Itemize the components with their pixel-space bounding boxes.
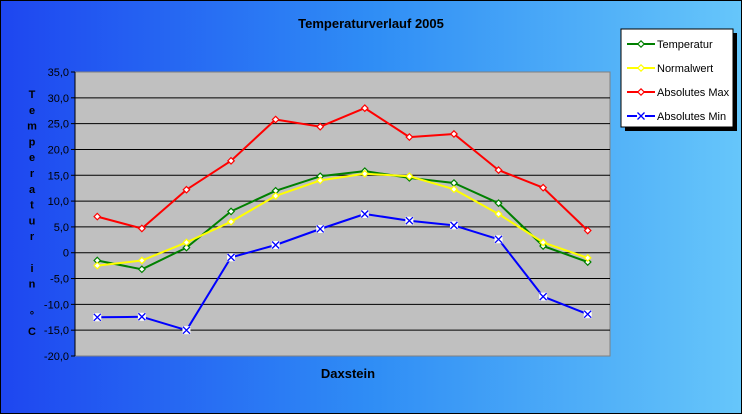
y-tick-label: -5,0 — [50, 274, 69, 286]
data-point — [583, 257, 592, 267]
legend-entry: Absolutes Min — [627, 111, 726, 123]
series-line — [97, 172, 589, 267]
data-point — [449, 221, 458, 230]
legend-label: Absolutes Min — [657, 111, 726, 123]
data-point — [405, 172, 414, 181]
legend-marker — [636, 39, 646, 49]
legend-items: Temperatur Normalwert Absolutes Max Absolut… — [627, 39, 730, 123]
series-group — [93, 104, 592, 335]
y-axis-label-char: n — [29, 279, 36, 291]
data-point — [316, 176, 325, 185]
y-axis-label-char: u — [29, 215, 36, 227]
data-point — [583, 226, 592, 235]
data-point — [583, 253, 592, 262]
y-tick-label: -10,0 — [44, 299, 69, 311]
series-line — [97, 170, 589, 271]
y-axis-label-char: e — [29, 105, 35, 117]
data-point — [93, 212, 102, 221]
y-tick-labels: 35,0 30,0 25,0 20,0 15,0 10,0 5,0 0 -5,0 -10,0 -15… — [44, 67, 76, 363]
data-point — [539, 183, 548, 192]
data-point — [226, 156, 236, 165]
data-point — [494, 235, 503, 244]
data-point — [271, 241, 280, 249]
y-tick-label: 35,0 — [48, 67, 69, 79]
data-point — [494, 199, 503, 208]
data-point — [494, 209, 503, 219]
data-point — [449, 129, 459, 139]
legend-label: Normalwert — [657, 63, 713, 75]
y-axis-label-char: m — [27, 121, 37, 133]
data-point — [405, 216, 414, 225]
series-normalwert — [93, 169, 592, 270]
y-tick-label: 15,0 — [48, 170, 69, 182]
series-line — [97, 213, 589, 332]
y-tick-label: -20,0 — [44, 351, 69, 363]
y-axis-label-char: r — [30, 168, 35, 180]
grid-lines — [75, 97, 610, 331]
data-point — [360, 104, 369, 113]
y-tick-label: -15,0 — [44, 325, 69, 337]
y-tick-label: 0 — [63, 248, 69, 260]
data-point — [93, 313, 102, 322]
data-point — [316, 225, 325, 233]
y-axis-label-char: p — [29, 136, 36, 148]
chart-title: Temperaturverlauf 2005 — [298, 16, 444, 31]
legend-marker — [636, 63, 646, 73]
data-point — [137, 312, 146, 321]
legend-entry: Normalwert — [627, 63, 713, 75]
data-point — [137, 265, 146, 274]
legend-marker — [636, 87, 646, 97]
y-axis-label-char: t — [30, 200, 34, 212]
y-axis-label-char: C — [28, 326, 36, 338]
legend: Temperatur Normalwert Absolutes Max Absolut… — [620, 28, 737, 131]
plot-area — [74, 71, 611, 357]
data-point — [494, 166, 503, 175]
data-point — [316, 122, 325, 131]
y-axis-label-char: e — [29, 152, 35, 164]
data-point — [227, 253, 236, 262]
data-point — [271, 191, 280, 200]
data-point — [182, 185, 191, 194]
data-point — [226, 217, 236, 226]
data-point — [182, 326, 191, 335]
data-point — [271, 115, 280, 124]
data-point — [360, 210, 369, 218]
legend-marker — [637, 112, 645, 120]
y-axis-label-char: ° — [30, 310, 34, 322]
data-point — [405, 133, 414, 142]
series-absolutes-max — [93, 104, 592, 235]
legend-entry: Absolutes Max — [627, 87, 730, 99]
legend-label: Temperatur — [657, 39, 713, 51]
data-point — [93, 261, 102, 270]
y-tick-label: 20,0 — [48, 144, 69, 156]
y-axis-label-char: a — [29, 184, 36, 196]
y-tick-label: 25,0 — [48, 119, 69, 131]
y-tick-label: 30,0 — [48, 93, 69, 105]
data-point — [583, 310, 592, 319]
x-axis-label: Daxstein — [321, 366, 375, 381]
data-point — [137, 224, 146, 233]
legend-entry: Temperatur — [627, 39, 713, 51]
series-absolutes-min — [93, 210, 592, 335]
y-axis-label-char: r — [30, 231, 35, 243]
y-axis-label-char: i — [30, 263, 33, 275]
series-line — [97, 107, 589, 232]
data-point — [360, 169, 369, 178]
data-point — [226, 207, 236, 216]
y-tick-label: 10,0 — [48, 196, 69, 208]
data-point — [449, 185, 459, 194]
data-point — [539, 238, 548, 247]
legend-label: Absolutes Max — [657, 87, 730, 99]
y-axis-label-char: T — [29, 89, 36, 101]
data-point — [182, 238, 191, 247]
y-tick-label: 5,0 — [54, 222, 69, 234]
data-point — [539, 292, 548, 301]
data-point — [137, 256, 146, 265]
data-point — [182, 243, 191, 252]
series-temperatur — [93, 167, 592, 274]
